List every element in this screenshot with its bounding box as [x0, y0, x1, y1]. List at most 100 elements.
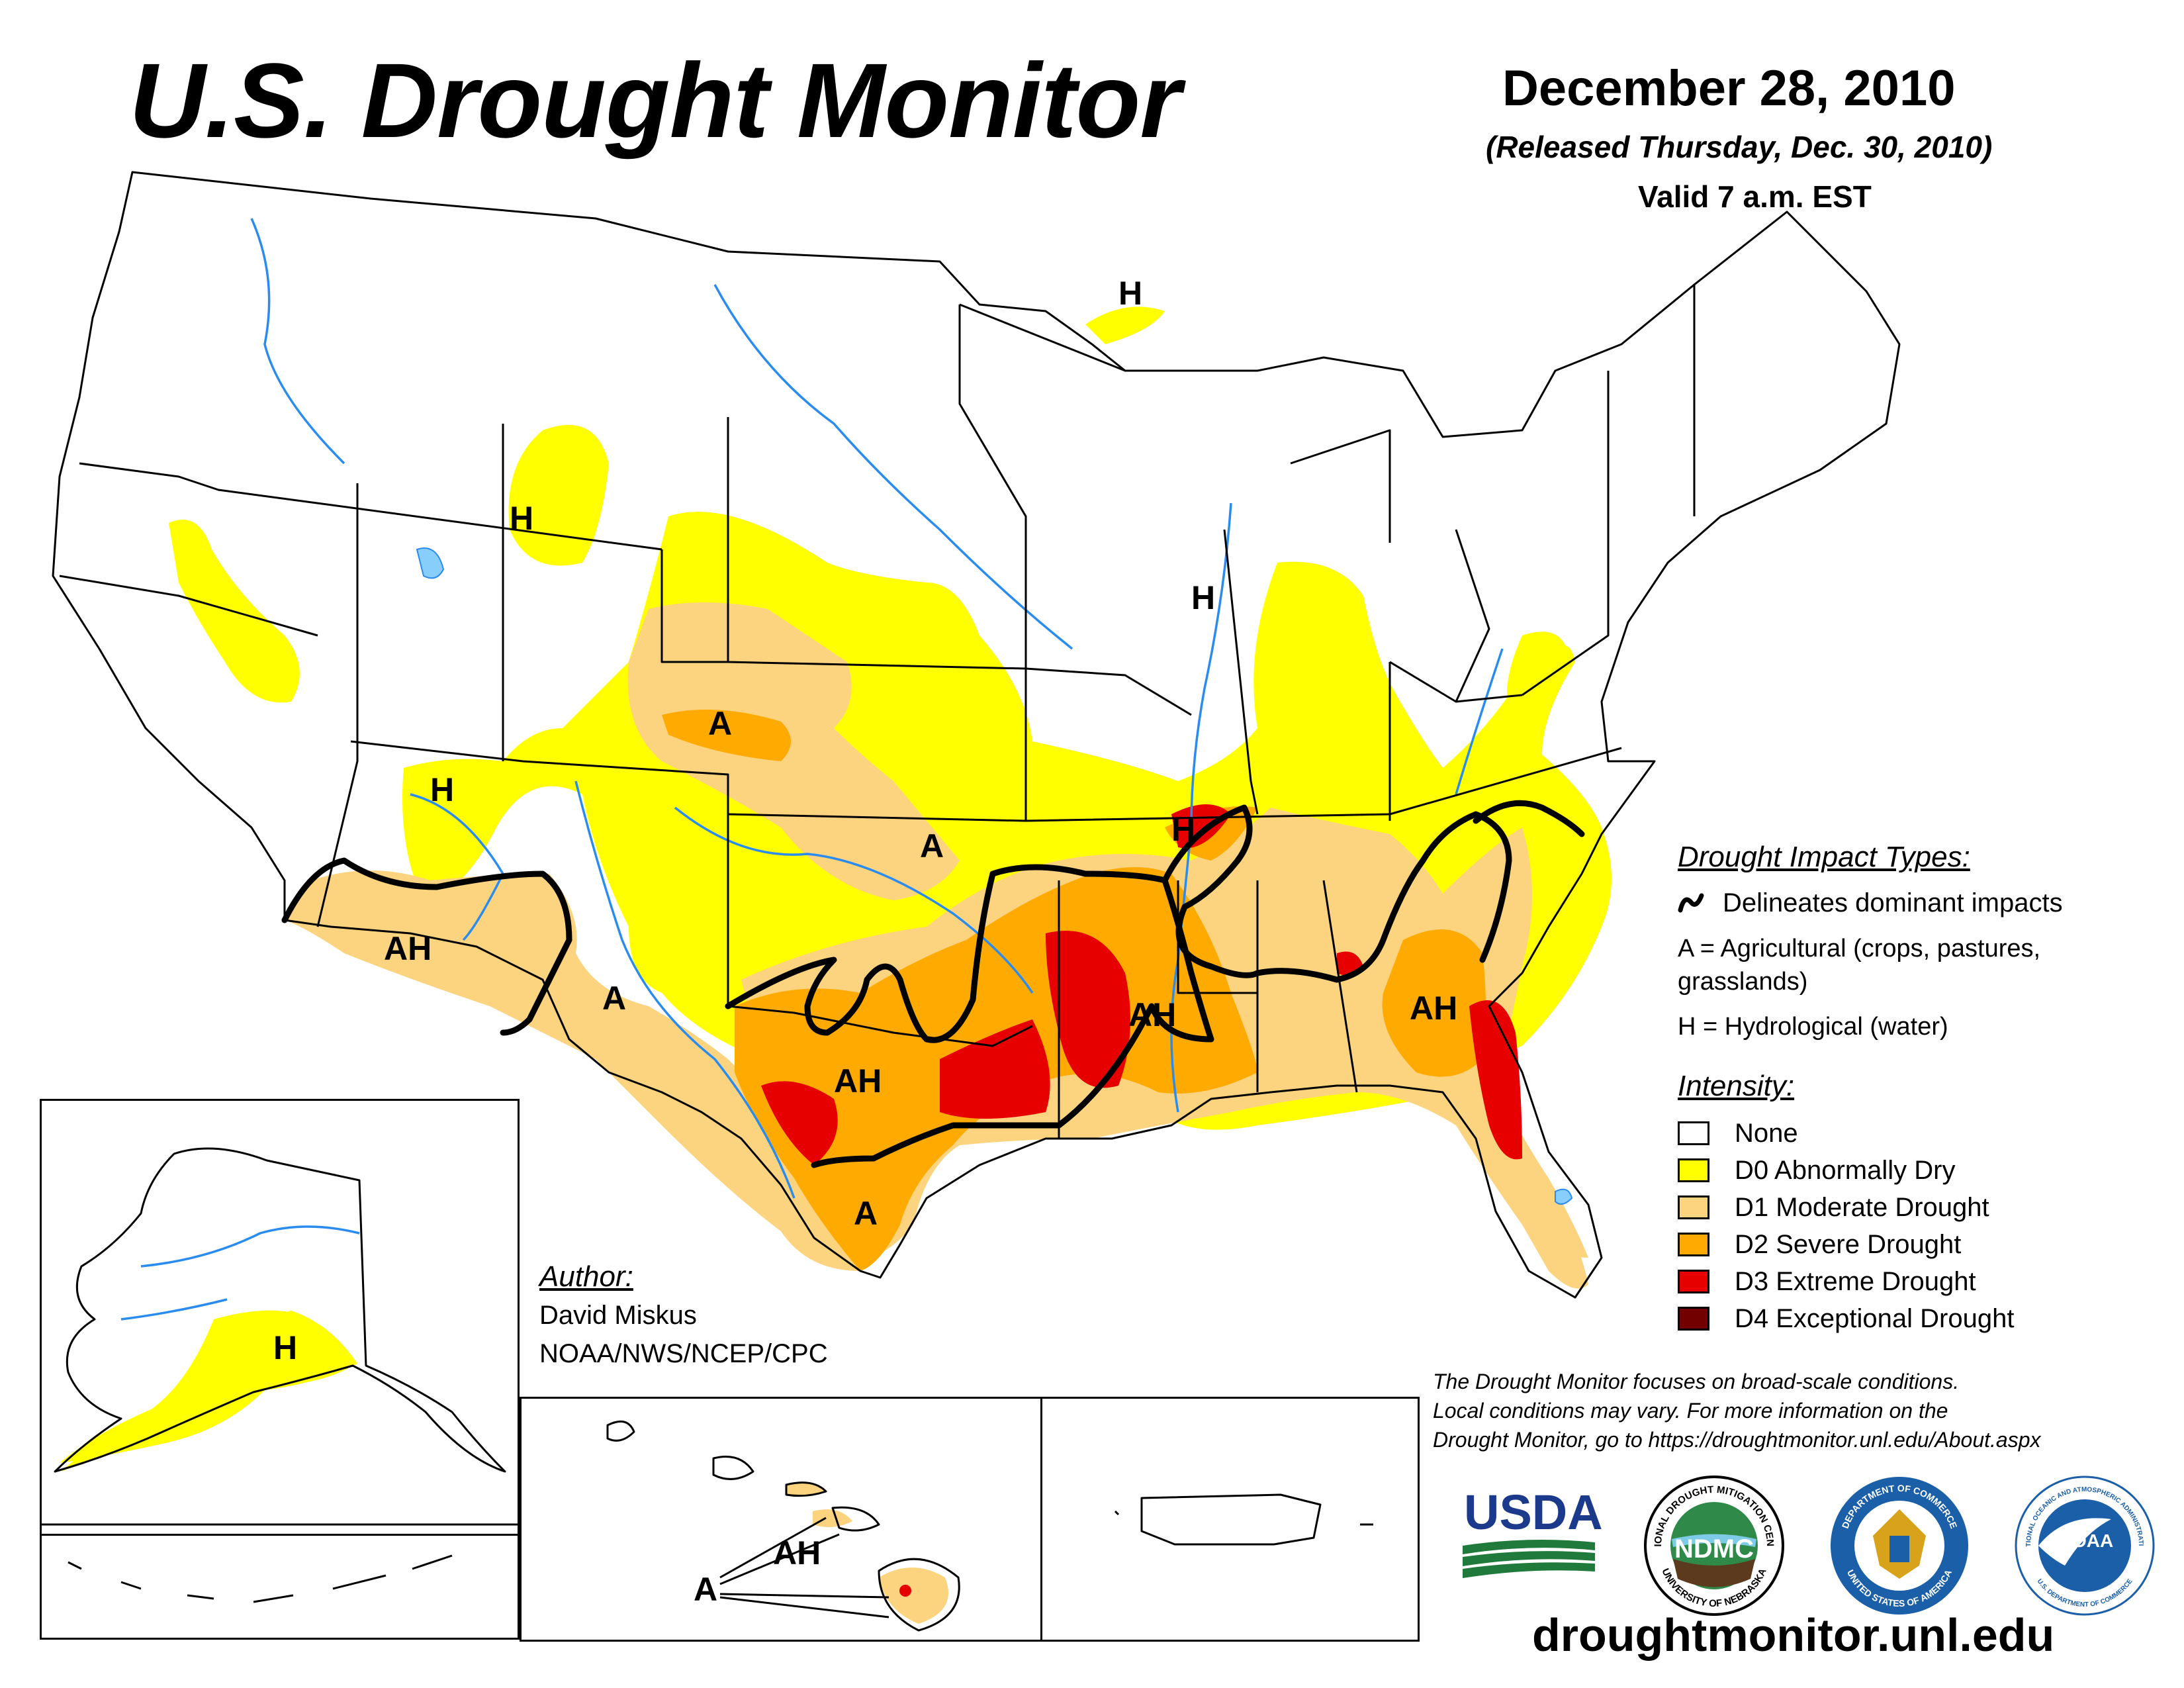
d0-upper-michigan — [1085, 306, 1165, 344]
label-ah-arizona: AH — [384, 930, 432, 967]
label-h-arkansas: H — [1171, 811, 1195, 848]
state-borders — [52, 171, 1901, 1299]
impact-lines — [281, 800, 1585, 1168]
intensity-list: None D0 Abnormally Dry D1 Moderate Droug… — [1678, 1115, 2141, 1337]
label-a-south-texas: A — [854, 1195, 878, 1232]
label-a-colorado: A — [708, 705, 732, 742]
d0-virginia — [1507, 632, 1569, 722]
disclaimer-line3: Drought Monitor, go to https://droughtmo… — [1433, 1428, 2041, 1452]
author-block: Author: David Miskus NOAA/NWS/NCEP/CPC — [539, 1258, 828, 1373]
delineates-label: Delineates dominant impacts — [1723, 888, 2063, 917]
label-h-illinois: H — [1191, 579, 1215, 616]
d2-georgia — [1382, 929, 1486, 1077]
label-a-new-mexico: A — [602, 980, 626, 1017]
legend-delineates: Delineates dominant impacts — [1678, 886, 2141, 920]
author-name: David Miskus — [539, 1301, 697, 1330]
impact-line-carolinas — [1473, 800, 1585, 837]
page-title: U.S. Drought Monitor — [129, 41, 1181, 160]
release-date: (Released Thursday, Dec. 30, 2010) — [1486, 130, 1993, 164]
author-heading: Author: — [539, 1260, 633, 1293]
d3-arkansas — [1171, 804, 1231, 849]
aleutians-inset — [40, 1534, 520, 1640]
puerto-rico-inset — [1040, 1397, 1420, 1642]
impact-types-heading: Drought Impact Types: — [1678, 841, 1970, 873]
label-h-alaska: H — [273, 1329, 297, 1366]
d3-south-texas — [761, 1081, 838, 1165]
usda-logo[interactable]: USDA — [1456, 1483, 1602, 1582]
rivers — [250, 218, 1504, 1199]
legend-item-none: None — [1678, 1115, 2141, 1152]
d1-colorado — [627, 602, 960, 900]
legend-label: D3 Extreme Drought — [1735, 1266, 1976, 1296]
legend-item-d0: D0 Abnormally Dry — [1678, 1152, 2141, 1189]
swatch-d0 — [1678, 1158, 1709, 1182]
kauai — [606, 1420, 635, 1442]
label-ah-louisiana: AH — [1128, 996, 1176, 1033]
great-salt-lake — [416, 547, 445, 579]
label-a-hawaii: A — [694, 1571, 717, 1608]
d0-wyoming — [508, 424, 609, 566]
puerto-rico — [1140, 1493, 1322, 1546]
lakes — [416, 547, 1573, 1205]
lake-okeechobee — [1555, 1188, 1573, 1205]
alaska-inset: H — [40, 1099, 520, 1536]
legend-label: D0 Abnormally Dry — [1735, 1155, 1956, 1185]
molokai — [785, 1481, 827, 1497]
maui — [831, 1506, 880, 1532]
aleutians-map — [68, 1554, 453, 1603]
legend-label: D4 Exceptional Drought — [1735, 1303, 2015, 1333]
swatch-d4 — [1678, 1307, 1709, 1331]
impact-line-south — [1161, 804, 1512, 983]
label-ah-texas: AH — [834, 1062, 882, 1100]
legend-item-d3: D3 Extreme Drought — [1678, 1263, 2141, 1300]
ndmc-logo-text: NDMC — [1674, 1534, 1754, 1564]
swatch-none — [1678, 1121, 1709, 1145]
hawaii-inset: AH A — [520, 1397, 1042, 1642]
label-a-kansas: A — [920, 827, 944, 865]
drought-areas — [60, 306, 1612, 1463]
noaa-logo[interactable]: NOAA NATIONAL OCEANIC AND ATMOSPHERIC AD… — [2012, 1473, 2158, 1618]
legend-label: D2 Severe Drought — [1735, 1229, 1962, 1259]
puerto-rico-map — [1114, 1493, 1373, 1546]
swatch-d2 — [1678, 1233, 1709, 1256]
impact-line-icon — [1678, 893, 1704, 913]
impact-labels: H H H H H A A A A AH AH AH AH — [384, 275, 1457, 1232]
d2-colorado — [662, 710, 791, 761]
agricultural-label-line2: grasslands) — [1678, 968, 1808, 996]
legend: Drought Impact Types: Delineates dominan… — [1678, 841, 2141, 1337]
impact-line-southwest — [281, 857, 572, 1036]
hydrological-label: H = Hydrological (water) — [1678, 1013, 1948, 1041]
d1-arizona-nm — [285, 870, 860, 1271]
legend-item-d2: D2 Severe Drought — [1678, 1226, 2141, 1263]
conus-outline — [52, 171, 1901, 1299]
disclaimer: The Drought Monitor focuses on broad-sca… — [1433, 1367, 2167, 1454]
website-link[interactable]: droughtmonitor.unl.edu — [1532, 1609, 2055, 1661]
d3-georgia-florida — [1469, 1000, 1522, 1160]
commerce-logo[interactable]: DEPARTMENT OF COMMERCE UNITED STATES OF … — [1827, 1473, 1972, 1618]
map-date: December 28, 2010 — [1502, 60, 1956, 117]
legend-item-d1: D1 Moderate Drought — [1678, 1189, 2141, 1226]
valid-time: Valid 7 a.m. EST — [1638, 179, 1872, 214]
legend-item-d4: D4 Exceptional Drought — [1678, 1300, 2141, 1337]
label-h-michigan: H — [1118, 275, 1142, 312]
disclaimer-line1: The Drought Monitor focuses on broad-sca… — [1433, 1370, 1960, 1393]
legend-label: None — [1735, 1118, 1798, 1148]
agricultural-label-line1: A = Agricultural (crops, pastures, — [1678, 935, 2041, 962]
label-ah-hawaii: AH — [773, 1534, 821, 1571]
d3-louisiana — [1046, 931, 1130, 1088]
author-org: NOAA/NWS/NCEP/CPC — [539, 1339, 828, 1368]
big-island — [878, 1558, 960, 1632]
alaska-map: H — [42, 1147, 518, 1526]
label-h-wyoming: H — [510, 500, 533, 537]
ndmc-logo[interactable]: NDMC NATIONAL DROUGHT MITIGATION CENTER … — [1641, 1473, 1787, 1618]
swatch-d1 — [1678, 1196, 1709, 1219]
label-ah-georgia: AH — [1410, 990, 1457, 1027]
impact-line-texas — [725, 864, 1214, 1168]
d3-texas-east — [940, 1019, 1050, 1119]
legend-label: D1 Moderate Drought — [1735, 1192, 1989, 1222]
swatch-d3 — [1678, 1270, 1709, 1293]
intensity-heading: Intensity: — [1678, 1070, 1795, 1102]
noaa-logo-text: NOAA — [2059, 1530, 2113, 1551]
disclaimer-line2: Local conditions may vary. For more info… — [1433, 1399, 1948, 1423]
